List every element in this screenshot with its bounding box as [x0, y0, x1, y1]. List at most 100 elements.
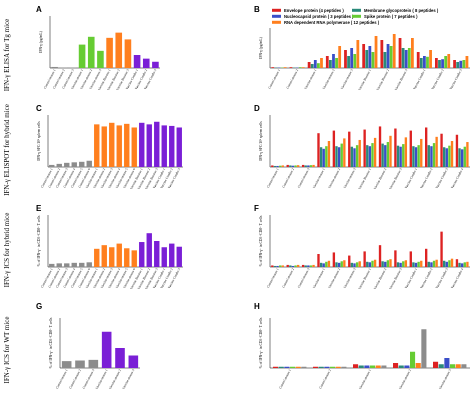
series-bar — [304, 265, 307, 267]
series-bar — [404, 137, 408, 167]
bar — [109, 122, 115, 167]
bar — [56, 263, 62, 267]
legend-label: Nucleocapsid protein ( 3 peptides ) — [284, 14, 354, 19]
series-bar — [340, 143, 343, 167]
x-tick-label: Vaccine Combo 2 — [419, 267, 433, 289]
series-bar — [362, 44, 366, 68]
x-tick-label: Control-mouse 2 — [318, 368, 332, 389]
bar — [49, 164, 55, 167]
series-bar — [450, 258, 454, 267]
series-bar — [312, 164, 315, 167]
series-bar — [373, 259, 377, 267]
series-bar — [294, 165, 297, 167]
series-bar — [318, 366, 324, 368]
panel-letter-H: H — [254, 302, 260, 311]
series-bar — [301, 67, 305, 68]
bar — [86, 160, 92, 167]
series-bar — [281, 165, 284, 167]
bar — [60, 67, 68, 68]
series-bar — [443, 260, 446, 267]
series-bar — [301, 164, 305, 167]
series-bar — [412, 262, 415, 267]
series-bar — [322, 263, 325, 267]
series-bar — [455, 259, 459, 267]
x-tick-label: Control-mouse 2 — [281, 167, 295, 188]
series-bar — [350, 146, 354, 167]
bar — [97, 50, 104, 68]
series-bar — [409, 130, 412, 167]
series-bar — [309, 165, 313, 167]
x-tick-label: Vaccine Booster 1 — [357, 167, 372, 190]
bar — [133, 55, 141, 68]
series-bar — [432, 260, 436, 267]
series-bar — [364, 365, 370, 368]
series-bar — [365, 50, 369, 68]
series-bar — [290, 366, 296, 368]
series-bar — [284, 366, 290, 368]
series-bar — [458, 262, 461, 267]
series-bar — [325, 146, 328, 167]
series-bar — [271, 67, 275, 68]
series-bar — [407, 48, 411, 68]
series-bar — [374, 36, 378, 68]
series-bar — [289, 165, 292, 167]
panel-letter-B: B — [254, 5, 260, 14]
series-bar — [355, 262, 359, 267]
series-bar — [366, 261, 369, 267]
x-tick-label: Vaccine Booster 1 — [357, 267, 372, 290]
bar — [176, 127, 182, 167]
series-bar — [335, 58, 338, 68]
series-bar — [348, 255, 351, 267]
series-bar — [378, 245, 382, 267]
series-bar — [398, 365, 404, 368]
x-tick-label: Vaccine Combo 3 — [435, 267, 449, 289]
series-bar — [409, 251, 412, 267]
bar — [101, 331, 112, 368]
series-bar — [291, 265, 295, 267]
series-bar — [335, 146, 338, 167]
x-tick-label: Vaccine-mouse 1 — [95, 368, 109, 390]
series-bar — [419, 58, 423, 68]
legend-label: Envelope protein (4 peptides ) — [284, 8, 344, 13]
series-bar — [301, 366, 307, 368]
panel-letter-D: D — [254, 104, 260, 113]
series-bar — [417, 145, 420, 167]
series-bar — [340, 261, 343, 267]
series-bar — [368, 46, 372, 68]
series-bar — [384, 261, 387, 267]
bar — [49, 263, 55, 267]
series-bar — [394, 250, 397, 267]
x-tick-label: Vaccine-mouse 3 — [438, 368, 452, 390]
series-bar — [347, 56, 350, 68]
legend-swatch — [352, 14, 361, 18]
x-tick-label: Vaccine Combo 1 — [404, 167, 418, 189]
series-bar — [301, 264, 305, 267]
series-bar — [330, 366, 336, 368]
series-bar — [276, 265, 279, 267]
bar — [79, 262, 85, 267]
bar — [161, 247, 167, 267]
series-bar — [396, 262, 400, 267]
x-tick-label: Vaccine-mouse 3 — [343, 167, 357, 189]
panel-letter-G: G — [36, 302, 42, 311]
series-bar — [371, 143, 374, 167]
series-bar — [401, 48, 405, 68]
series-bar — [317, 254, 320, 267]
series-bar — [358, 139, 361, 167]
series-bar — [350, 262, 354, 267]
series-bar — [425, 248, 428, 267]
bar — [101, 245, 107, 267]
series-bar — [445, 148, 448, 167]
series-bar — [279, 165, 282, 167]
series-bar — [378, 126, 382, 167]
series-bar — [283, 67, 287, 68]
series-bar — [353, 364, 359, 368]
bar — [124, 248, 130, 267]
bar — [79, 161, 85, 167]
y-axis-label: IFN-γ SFC/10⁶ spleen cells — [37, 121, 41, 161]
bar — [154, 241, 160, 267]
bar — [106, 37, 113, 68]
bar — [176, 246, 182, 267]
x-tick-label: Vaccine Booster 3 — [394, 68, 409, 91]
legend-swatch — [272, 8, 281, 12]
